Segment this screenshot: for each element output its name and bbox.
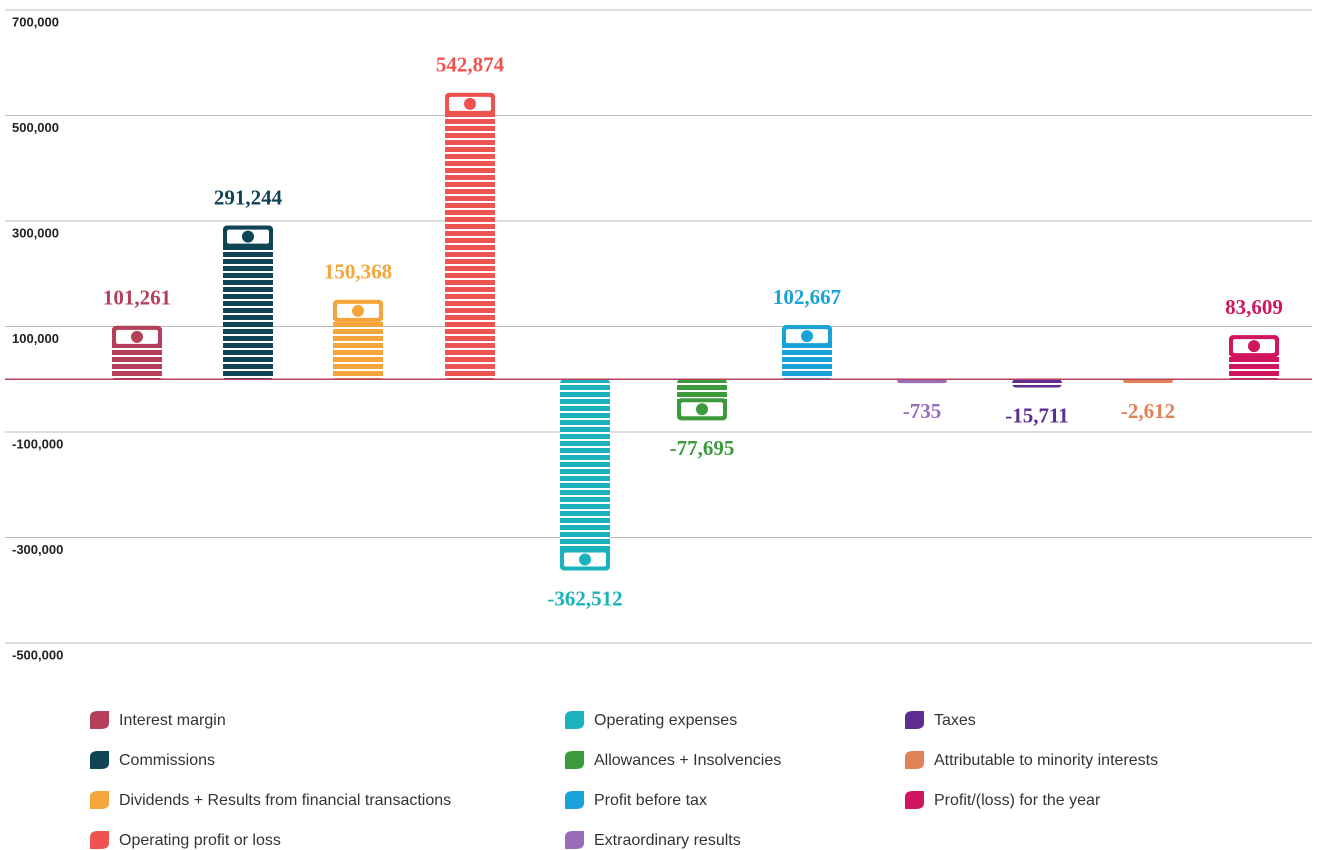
legend-swatch xyxy=(90,751,109,769)
legend-swatch xyxy=(90,791,109,809)
y-tick-label: 500,000 xyxy=(12,120,59,135)
bar-stripes xyxy=(1012,379,1062,388)
legend-swatch xyxy=(565,791,584,809)
value-label: 542,874 xyxy=(436,53,505,77)
euro-icon xyxy=(801,330,813,343)
euro-icon xyxy=(242,230,254,243)
y-tick-label: 700,000 xyxy=(12,14,59,29)
bar-stripes xyxy=(223,225,273,380)
bar-stripes xyxy=(897,379,947,384)
y-tick-label: -300,000 xyxy=(12,542,63,557)
euro-icon xyxy=(1248,340,1260,353)
legend-label: Dividends + Results from financial trans… xyxy=(119,792,451,809)
bar-stripes xyxy=(560,379,610,571)
y-tick-label: 100,000 xyxy=(12,331,59,346)
legend-label: Operating profit or loss xyxy=(119,832,281,849)
legend-label: Profit before tax xyxy=(594,792,707,809)
value-label: -2,612 xyxy=(1121,399,1175,423)
y-tick-label: -500,000 xyxy=(12,647,63,662)
value-label: 291,244 xyxy=(214,185,283,209)
euro-icon xyxy=(579,553,591,566)
legend-swatch xyxy=(90,711,109,729)
legend-swatch xyxy=(565,711,584,729)
euro-icon xyxy=(131,330,143,343)
legend-label: Interest margin xyxy=(119,712,226,729)
value-label: -735 xyxy=(903,399,942,423)
legend-label: Profit/(loss) for the year xyxy=(934,792,1101,809)
value-label: 83,609 xyxy=(1225,295,1283,319)
value-label: 101,261 xyxy=(103,286,171,310)
legend-swatch xyxy=(905,791,924,809)
value-label: -77,695 xyxy=(670,436,735,460)
euro-icon xyxy=(464,97,476,110)
legend-label: Attributable to minority interests xyxy=(934,752,1158,769)
value-label: -15,711 xyxy=(1005,403,1069,427)
legend-label: Operating expenses xyxy=(594,712,737,729)
bar-stripes xyxy=(445,92,495,380)
value-label: -362,512 xyxy=(547,586,622,610)
y-tick-label: 300,000 xyxy=(12,225,59,240)
value-label: 102,667 xyxy=(773,285,841,309)
legend-swatch xyxy=(565,831,584,849)
legend-label: Commissions xyxy=(119,752,215,769)
legend-swatch xyxy=(565,751,584,769)
value-label: 150,368 xyxy=(324,260,392,284)
euro-icon xyxy=(352,304,364,317)
legend-label: Extraordinary results xyxy=(594,832,741,849)
y-tick-label: -100,000 xyxy=(12,436,63,451)
legend-swatch xyxy=(905,711,924,729)
legend-label: Allowances + Insolvencies xyxy=(594,752,781,769)
bar-stripes xyxy=(1123,379,1173,384)
legend-label: Taxes xyxy=(934,712,976,729)
legend-swatch xyxy=(90,831,109,849)
legend-swatch xyxy=(905,751,924,769)
euro-icon xyxy=(696,403,708,416)
